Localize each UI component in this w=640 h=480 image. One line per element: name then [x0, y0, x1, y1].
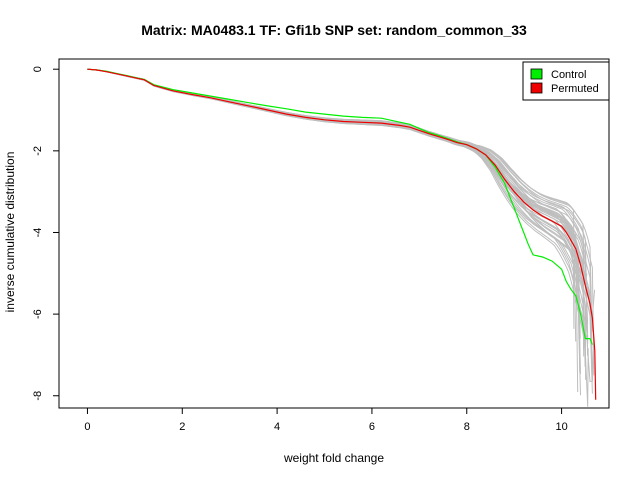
x-tick-label: 0 — [84, 421, 90, 433]
chart-title: Matrix: MA0483.1 TF: Gfi1b SNP set: rand… — [141, 22, 527, 38]
x-tick-label: 4 — [274, 421, 280, 433]
legend-label-permuted: Permuted — [551, 83, 599, 95]
series-line-control — [87, 68, 593, 345]
legend-label-control: Control — [551, 69, 586, 81]
series-line-permuted — [87, 68, 597, 400]
x-tick-label: 2 — [179, 421, 185, 433]
legend-swatch-control — [530, 68, 543, 80]
y-tick-label: -2 — [32, 146, 44, 156]
x-axis-label: weight fold change — [283, 451, 384, 465]
y-tick-label: -6 — [32, 309, 44, 319]
legend: Control Permuted — [522, 61, 610, 101]
x-tick-label: 8 — [464, 421, 470, 433]
y-axis-label: inverse cumulative distribution — [3, 152, 17, 313]
y-tick-label: -8 — [32, 391, 44, 401]
x-axis: 0 2 4 6 8 10 — [84, 407, 568, 433]
x-tick-label: 6 — [369, 421, 375, 433]
y-tick-label: -4 — [32, 228, 44, 238]
plot-area — [87, 68, 597, 407]
legend-swatch-permuted — [530, 82, 543, 94]
legend-box — [522, 61, 610, 101]
x-tick-label: 10 — [555, 421, 567, 433]
y-axis: 0 -2 -4 -6 -8 — [32, 66, 60, 401]
y-tick-label: 0 — [32, 66, 44, 72]
